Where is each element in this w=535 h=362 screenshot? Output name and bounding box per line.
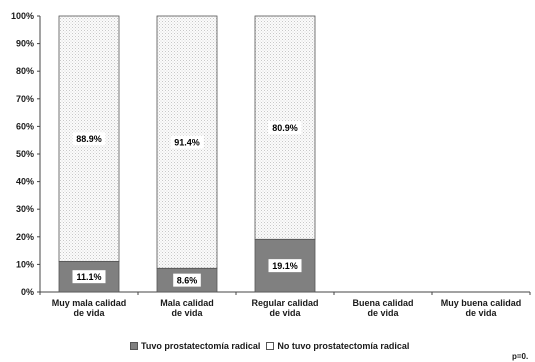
data-label-box [170, 135, 204, 149]
y-tick-label: 0% [21, 287, 34, 297]
y-tick-label: 40% [16, 177, 34, 187]
x-tick-label: Regular calidad de vida [251, 298, 318, 318]
data-label: 8.6% [177, 275, 198, 285]
axes: 0% 10% 20% 30% 40% 50% 60% 70% 80% 90% 100% Muy mal… [11, 11, 531, 318]
x-tick-label: Mala calidad de vida [160, 298, 214, 318]
data-label-box [268, 121, 302, 135]
data-labels: 11.1% 88.9% 8.6% 91.4% 19.1% 80.9% [72, 121, 302, 287]
p-value-footnote: p=0. [512, 352, 529, 361]
legend-item-no-tuvo: No tuvo prostatectomía radical [266, 341, 409, 351]
legend-label-tuvo: Tuvo prostatectomía radical [141, 341, 261, 351]
legend-item-tuvo: Tuvo prostatectomía radical [130, 341, 260, 351]
data-label: 88.9% [76, 134, 102, 144]
data-label-box [72, 132, 106, 146]
data-label-box [173, 273, 201, 287]
y-tick-label: 90% [16, 39, 34, 49]
legend-swatch-tuvo [130, 342, 138, 350]
data-label-box [72, 270, 106, 284]
y-tick-label: 30% [16, 204, 34, 214]
y-tick-label: 100% [11, 11, 34, 21]
x-tick-label: Muy buena calidad de vida [441, 298, 522, 318]
y-tick-label: 50% [16, 149, 34, 159]
data-label-box [268, 259, 302, 273]
legend: Tuvo prostatectomía radical No tuvo pros… [130, 341, 415, 351]
x-tick-label: Muy mala calidad de vida [52, 298, 127, 318]
data-label: 19.1% [272, 261, 298, 271]
y-tick-label: 10% [16, 259, 34, 269]
bars [58, 15, 316, 293]
legend-swatch-no-tuvo [266, 342, 275, 350]
data-label: 80.9% [272, 123, 298, 133]
y-tick-label: 70% [16, 94, 34, 104]
legend-label-no-tuvo: No tuvo prostatectomía radical [277, 341, 410, 351]
y-tick-label: 80% [16, 66, 34, 76]
y-tick-label: 60% [16, 121, 34, 131]
data-label: 11.1% [76, 272, 101, 282]
x-tick-label: Buena calidad de vida [352, 298, 413, 318]
y-tick-label: 20% [16, 232, 34, 242]
data-label: 91.4% [174, 137, 200, 147]
